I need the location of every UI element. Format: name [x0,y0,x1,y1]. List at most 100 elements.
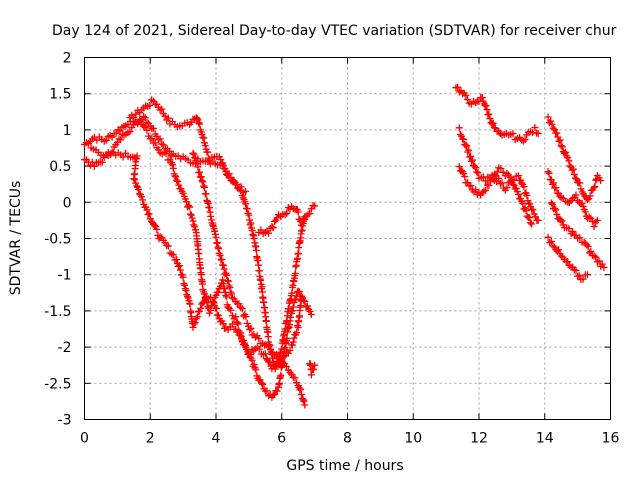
data-point [486,115,494,123]
data-point [257,379,265,387]
data-point [295,288,303,296]
data-point [158,140,166,148]
data-point [115,135,123,143]
data-point [219,160,227,168]
data-point [579,275,587,283]
data-point [144,210,152,218]
data-point [223,271,231,279]
data-point [222,291,230,299]
data-point [143,206,151,214]
data-point [593,216,601,224]
data-point [488,175,496,183]
data-point [282,362,290,370]
series-track-12 [544,168,601,231]
data-point [181,285,189,293]
data-point [180,280,188,288]
data-point [269,391,277,399]
data-point [187,210,195,218]
data-point [304,210,312,218]
data-point [460,136,468,144]
data-point [576,234,584,242]
data-point [474,169,482,177]
data-point [242,187,250,195]
data-point [168,250,176,258]
data-point [455,88,463,96]
data-point [220,265,228,273]
data-point [456,130,464,138]
data-point [299,396,307,404]
data-point [247,324,255,332]
data-point [544,168,552,176]
data-point [556,192,564,200]
data-point [135,186,143,194]
data-point [205,204,213,212]
data-point [214,243,222,251]
data-point [171,172,179,180]
data-point [496,130,504,138]
data-point [297,385,305,393]
data-point [520,183,528,191]
data-point [547,117,555,125]
data-point [468,156,476,164]
grid-layer [84,57,611,420]
data-point [204,303,212,311]
data-point [198,177,206,185]
data-point [169,164,177,172]
data-point [204,148,212,156]
data-point [600,263,608,271]
data-point [248,226,256,234]
data-point [154,136,162,144]
data-point [168,161,176,169]
data-point [193,115,201,123]
y-tick-label: 1 [63,123,72,139]
data-point [242,313,250,321]
data-point [235,300,243,308]
data-point [182,286,190,294]
data-point [518,179,526,187]
data-point [519,137,527,145]
data-point [467,182,475,190]
data-point [498,179,506,187]
data-point [509,180,517,188]
data-point [491,124,499,132]
data-point [503,184,511,192]
data-point [225,170,233,178]
data-point [547,237,555,245]
y-tick-label: -0.5 [44,232,71,248]
data-point [529,206,537,214]
data-point [146,102,154,110]
data-point [482,102,490,110]
data-point [156,135,164,143]
data-point [279,353,287,361]
data-point [169,251,177,259]
data-point [573,175,581,183]
data-point [482,186,490,194]
data-point [195,119,203,127]
data-point [189,217,197,225]
data-point [569,165,577,173]
data-point [214,288,222,296]
y-tick-label: 0.5 [49,159,71,175]
x-axis-label: GPS time / hours [286,458,403,474]
data-point [306,307,314,315]
data-point [598,260,606,268]
data-point [268,223,276,231]
data-point [286,346,294,354]
x-tick-label: 14 [536,431,554,447]
data-point [156,106,164,114]
data-point [188,214,196,222]
data-point [232,313,240,321]
data-point [497,164,505,172]
data-point [193,160,201,168]
data-point [196,168,204,176]
data-point [198,130,206,138]
data-point [283,334,291,342]
data-point [289,338,297,346]
data-point [489,119,497,127]
data-point [546,239,554,247]
y-tick-label: -3 [58,413,72,429]
data-point [519,200,527,208]
data-point [485,181,493,189]
data-point [228,290,236,298]
